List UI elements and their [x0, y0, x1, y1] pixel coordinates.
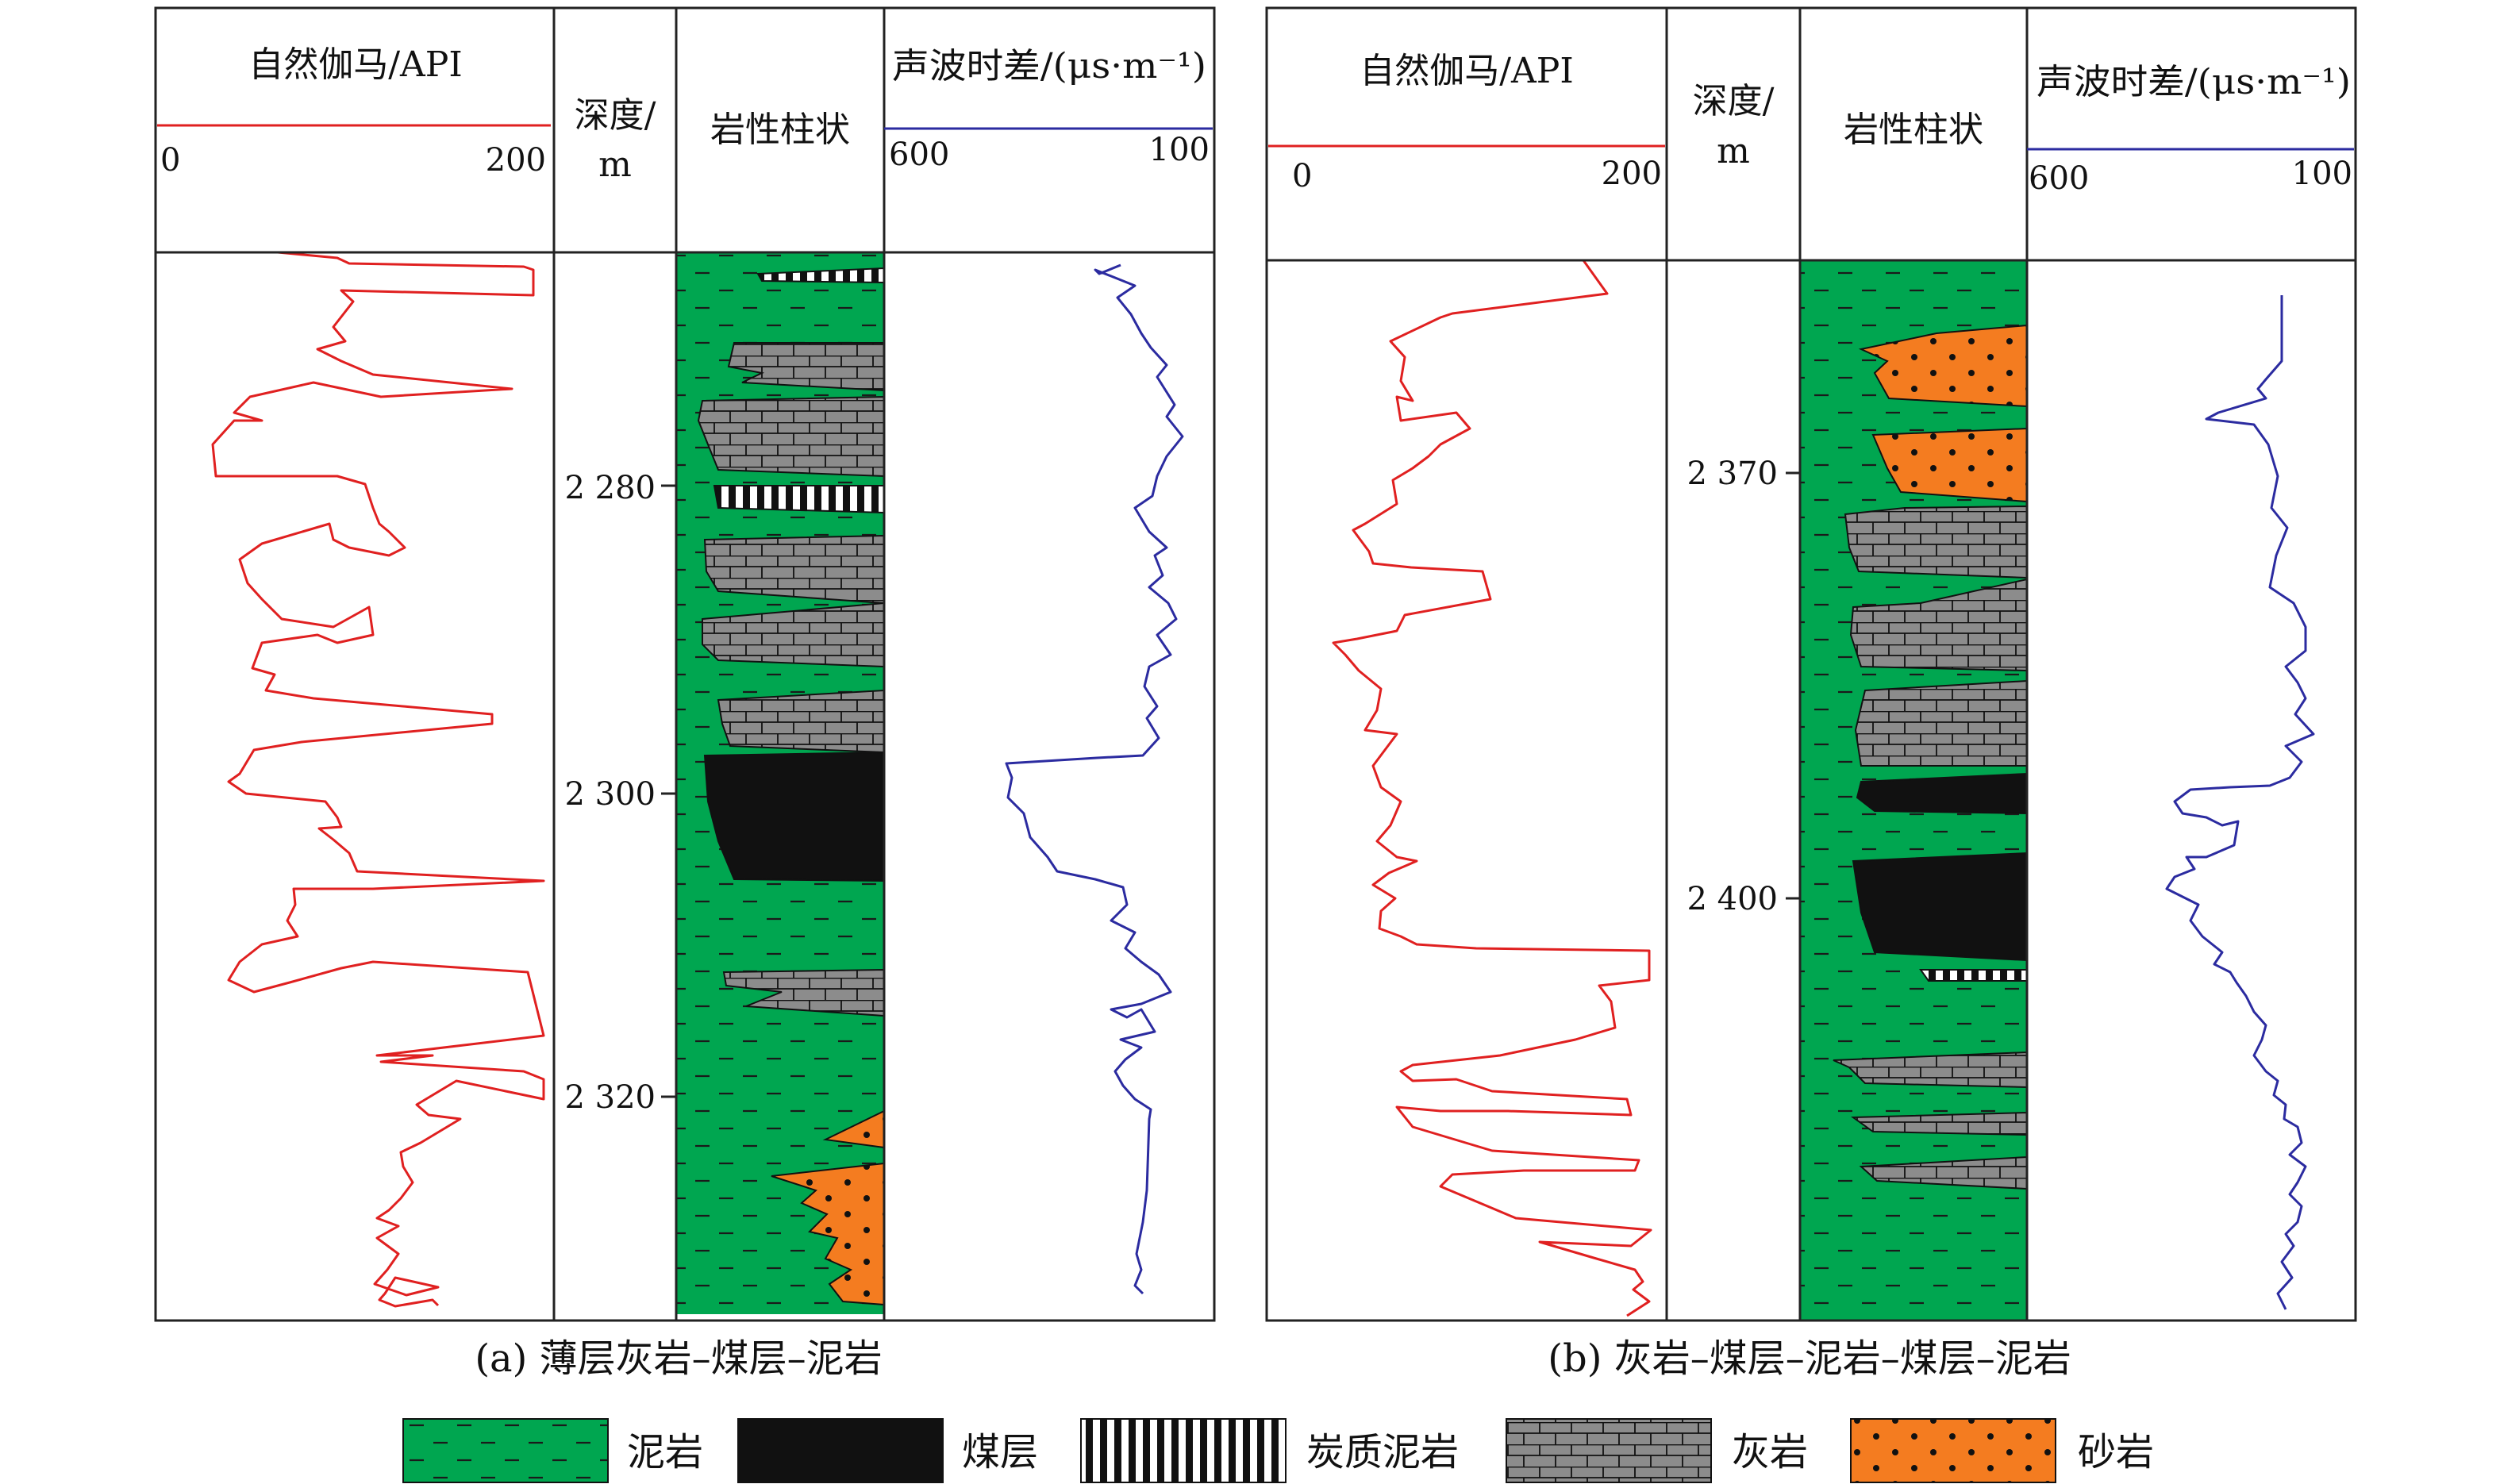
- limestone-bed: [1854, 679, 2028, 767]
- limestone-bed: [697, 395, 885, 478]
- legend-item-carbonaceous-mudstone: 炭质泥岩: [1080, 1418, 1459, 1483]
- sandstone-bed: [1871, 427, 2028, 503]
- depth-ticks-a: [661, 484, 676, 1098]
- gr-max-b: 200: [1602, 156, 1662, 192]
- depth-label-b-1: 2 400: [1687, 881, 1778, 917]
- legend-label-carbonaceous-mudstone: 炭质泥岩: [1306, 1430, 1459, 1474]
- gr-max-a: 200: [486, 142, 546, 179]
- depth-ticks-b: [1786, 471, 1800, 900]
- coal-seam: [703, 751, 885, 882]
- ac-right-b: 100: [2292, 156, 2352, 192]
- limestone-bed: [717, 689, 885, 754]
- gamma-ray-curve-a: [211, 251, 545, 1308]
- panel-a: 自然伽马/API 0 200 深度/ m 岩性柱状 声波时差/(μs·m⁻¹) …: [154, 6, 1216, 1381]
- legend-label-coal: 煤层: [962, 1430, 1038, 1474]
- carbonaceous-mudstone-bed: [713, 485, 885, 514]
- limestone-bed: [703, 534, 885, 605]
- gr-min-b: 0: [1292, 158, 1312, 194]
- depth-title-a-1: 深度/: [575, 95, 656, 136]
- legend-item-sandstone: 砂岩: [1850, 1418, 2154, 1483]
- legend-label-sandstone: 砂岩: [2078, 1430, 2154, 1474]
- depth-label-a-0: 2 280: [564, 470, 656, 506]
- sandstone-bed: [1858, 324, 2028, 408]
- lithology-column-b: [1800, 260, 2028, 1321]
- lithology-column-a: [676, 252, 885, 1314]
- ac-left-b: 600: [2029, 160, 2089, 197]
- legend: 泥岩 煤层 炭质泥岩 灰岩 砂岩: [402, 1418, 2154, 1483]
- ac-title-b: 声波时差/(μs·m⁻¹): [2037, 62, 2351, 102]
- depth-title-b-1: 深度/: [1693, 81, 1775, 121]
- depth-label-a-2: 2 320: [564, 1079, 656, 1116]
- gr-min-a: 0: [160, 142, 180, 179]
- ac-right-a: 100: [1149, 132, 1210, 168]
- acoustic-curve-b: [2165, 295, 2315, 1310]
- depth-label-b-0: 2 370: [1687, 456, 1778, 492]
- lith-title-a: 岩性柱状: [710, 110, 850, 150]
- panel-b: 自然伽马/API 0 200 深度/ m 岩性柱状 声波时差/(μs·m⁻¹) …: [1265, 6, 2357, 1381]
- depth-title-a-2: m: [598, 144, 632, 185]
- depth-label-a-1: 2 300: [564, 776, 656, 813]
- legend-item-coal: 煤层: [737, 1418, 1038, 1483]
- ac-left-a: 600: [889, 136, 949, 173]
- gr-title-b: 自然伽马/API: [1360, 51, 1574, 91]
- gamma-ray-curve-b: [1332, 260, 1652, 1317]
- legend-label-limestone: 灰岩: [1732, 1430, 1808, 1474]
- ac-title-a: 声波时差/(μs·m⁻¹): [892, 46, 1206, 87]
- legend-item-limestone: 灰岩: [1506, 1418, 1808, 1483]
- limestone-bed: [1833, 1051, 2028, 1089]
- caption-b: (b) 灰岩–煤层–泥岩–煤层–泥岩: [1548, 1336, 2071, 1381]
- coal-pattern-icon: [737, 1418, 944, 1483]
- limestone-bed: [1844, 505, 2028, 579]
- depth-title-b-2: m: [1717, 131, 1750, 171]
- carbonaceous-mudstone-pattern-icon: [1080, 1418, 1287, 1483]
- acoustic-curve-a: [1005, 263, 1184, 1295]
- frame-a: [154, 6, 1216, 1322]
- coal-seam: [1856, 772, 2028, 815]
- limestone-pattern-icon: [1506, 1418, 1712, 1483]
- caption-a: (a) 薄层灰岩–煤层–泥岩: [475, 1336, 882, 1381]
- legend-label-mudstone: 泥岩: [627, 1430, 703, 1474]
- frame-b: [1265, 6, 2357, 1322]
- coal-seam: [1852, 852, 2028, 962]
- limestone-bed: [1851, 1111, 2028, 1136]
- carbonaceous-mudstone-bed: [1919, 969, 2028, 982]
- sandstone-pattern-icon: [1850, 1418, 2056, 1483]
- limestone-bed: [727, 342, 885, 392]
- lith-title-b: 岩性柱状: [1844, 110, 1983, 150]
- legend-item-mudstone: 泥岩: [402, 1418, 703, 1483]
- limestone-bed: [702, 602, 885, 668]
- gr-title-a: 自然伽马/API: [248, 44, 463, 85]
- mudstone-pattern-icon: [402, 1418, 609, 1483]
